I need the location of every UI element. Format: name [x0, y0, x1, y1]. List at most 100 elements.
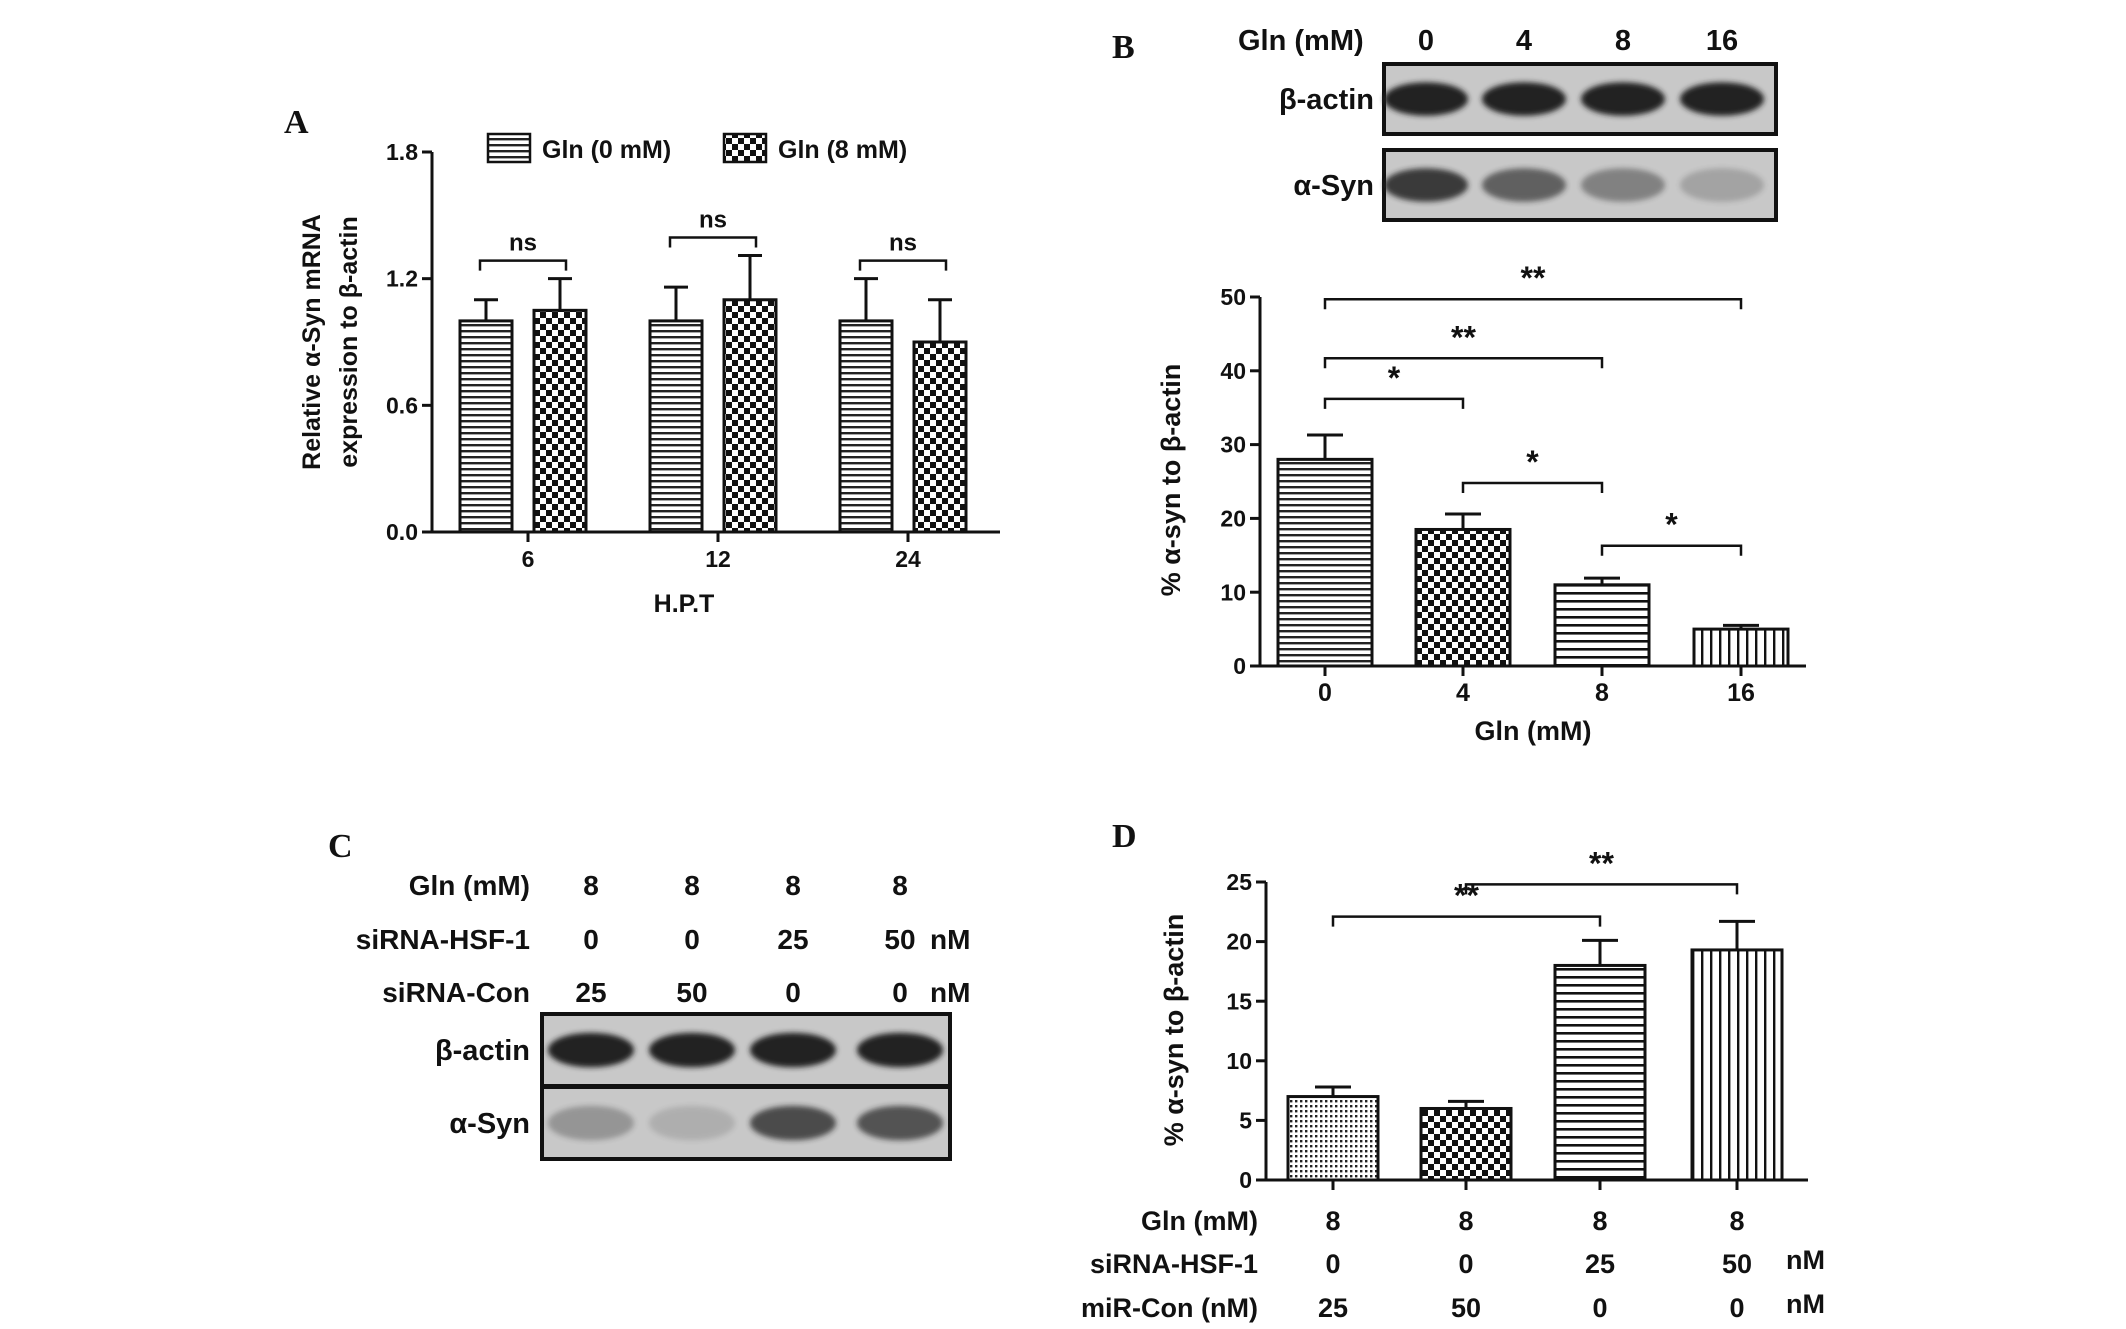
panel-c-condition-unit: nM	[930, 924, 970, 955]
panel-b-band	[1482, 82, 1566, 116]
panel-d-y-tick-label: 25	[1226, 869, 1252, 895]
panel-a-bar	[722, 298, 778, 534]
panel-c-band	[750, 1105, 836, 1141]
panel-b-bar	[1553, 583, 1651, 668]
panel-letter-b: B	[1112, 29, 1135, 66]
panel-a-y-label-line2: expression to β-actin	[335, 216, 363, 467]
panel-c-band	[649, 1032, 735, 1068]
panel-a-legend-swatch	[722, 132, 768, 164]
panel-d-condition-value: 25	[1318, 1293, 1348, 1323]
panel-b-blot-frame	[1382, 148, 1778, 222]
panel-d-condition-value: 8	[1592, 1206, 1607, 1236]
panel-d-y-label: % α-syn to β-actin	[1159, 914, 1189, 1147]
panel-b-band	[1680, 168, 1764, 202]
panel-c-condition-value: 8	[684, 870, 700, 901]
panel-b-y-tick-label: 50	[1220, 284, 1246, 310]
panel-b-blot: Gln (mM) 0 4 8 16 β-actin α-Syn	[1238, 25, 1778, 222]
panel-d-condition-label: miR-Con (nM)	[1081, 1293, 1258, 1323]
panel-b-blot-lane-label: 8	[1615, 25, 1631, 57]
panel-b-band	[1581, 168, 1665, 202]
panel-d-chart: 0 5 10 15 20 25 ** ** % α-syn to β-actin Gln (mM)…	[1081, 845, 1825, 1323]
panel-b-blot-row-label: β-actin	[1279, 84, 1374, 116]
panel-b-sig-bracket	[1461, 481, 1604, 493]
panel-a-bar	[838, 319, 894, 534]
panel-c-condition-value: 8	[583, 870, 599, 901]
panel-a-sig-bracket	[858, 259, 948, 271]
panel-b-x-tick-label: 4	[1456, 679, 1470, 707]
panel-b-sig-bracket	[1600, 544, 1743, 556]
panel-b-band	[1581, 82, 1665, 116]
panel-c-band	[857, 1105, 943, 1141]
panel-a-sig-label: ns	[509, 230, 537, 257]
panel-d-condition-value: 8	[1729, 1206, 1744, 1236]
panel-d-bar	[1690, 948, 1784, 1182]
panel-d-sig-bracket	[1331, 915, 1602, 927]
panel-a-bar	[648, 319, 704, 534]
panel-b-sig-label: **	[1451, 319, 1476, 355]
panel-d-condition-label: siRNA-HSF-1	[1090, 1249, 1258, 1279]
panel-b-sig-label: *	[1388, 360, 1401, 396]
panel-a-y-tick-label: 1.8	[386, 139, 418, 165]
panel-a-bar	[458, 319, 514, 534]
panel-b-x-tick-label: 8	[1595, 679, 1609, 707]
panel-letter-a: A	[284, 104, 309, 141]
panel-a-chart: 0.0 0.6 1.2 1.8 6 ns 12 ns 24 ns H.P.T Relative α-S…	[298, 132, 1000, 618]
panel-c-condition-value: 0	[684, 924, 700, 955]
panel-c-condition-unit: nM	[930, 977, 970, 1008]
panel-a-y-label-line1: Relative α-Syn mRNA	[298, 214, 326, 470]
panel-b-blot-row-label: α-Syn	[1293, 170, 1374, 202]
panel-d-condition-unit: nM	[1786, 1245, 1825, 1275]
panel-a-legend-label: Gln (0 mM)	[542, 136, 671, 164]
panel-d-condition-value: 0	[1592, 1293, 1607, 1323]
panel-a-legend-swatch	[486, 132, 532, 164]
panel-d-condition-unit: nM	[1786, 1289, 1825, 1319]
panel-c-condition-value: 25	[777, 924, 808, 955]
panel-c-band	[548, 1105, 634, 1141]
panel-d-y-tick-label: 5	[1239, 1107, 1252, 1133]
panel-d-bar	[1419, 1106, 1513, 1182]
panel-c-condition-value: 25	[575, 977, 606, 1008]
panel-d-condition-label: Gln (mM)	[1141, 1206, 1258, 1236]
panel-a-bar	[532, 308, 588, 534]
panel-d-condition-value: 8	[1458, 1206, 1473, 1236]
panel-b-sig-bracket	[1323, 297, 1743, 310]
panel-b-sig-bracket	[1323, 397, 1465, 409]
panel-d-condition-value: 50	[1722, 1249, 1752, 1279]
panel-b-y-tick-label: 30	[1220, 432, 1246, 458]
panel-a-bar	[912, 340, 968, 534]
panel-b-band	[1482, 168, 1566, 202]
panel-d-sig-label: **	[1454, 878, 1479, 914]
panel-b-blot-lane-label: 0	[1418, 25, 1434, 57]
panel-c-condition-label: Gln (mM)	[409, 870, 530, 901]
panel-letter-d: D	[1112, 818, 1137, 855]
panel-c-condition-value: 0	[583, 924, 599, 955]
panel-d-y-tick-label: 10	[1226, 1048, 1252, 1074]
panel-b-band	[1384, 82, 1468, 116]
panel-b-blot-header-label: Gln (mM)	[1238, 25, 1364, 57]
panel-c-condition-value: 0	[785, 977, 801, 1008]
panel-d-y-tick-label: 0	[1239, 1167, 1252, 1193]
panel-a-y-tick-label: 1.2	[386, 266, 418, 292]
panel-b-y-tick-label: 20	[1220, 505, 1246, 531]
panel-c-condition-value: 0	[892, 977, 908, 1008]
panel-a-x-tick-label: 6	[522, 546, 535, 572]
panel-c-condition-value: 8	[785, 870, 801, 901]
panel-c-band	[548, 1032, 634, 1068]
panel-a-sig-bracket	[478, 259, 568, 271]
panel-d-condition-value: 0	[1729, 1293, 1744, 1323]
panel-b-bar	[1414, 527, 1512, 668]
panel-a-legend-label: Gln (8 mM)	[778, 136, 907, 164]
panel-b-band	[1384, 168, 1468, 202]
panel-c-band	[649, 1105, 735, 1141]
panel-b-sig-label: *	[1526, 444, 1539, 480]
panel-d-sig-bracket	[1464, 883, 1739, 895]
panel-b-x-tick-label: 16	[1727, 679, 1755, 707]
panel-b-sig-label: **	[1521, 260, 1546, 296]
panel-d-bar	[1553, 963, 1647, 1182]
panel-b-y-tick-label: 10	[1220, 579, 1246, 605]
panel-a-sig-label: ns	[699, 206, 727, 233]
panel-b-sig-label: *	[1665, 507, 1678, 543]
panel-d-sig-label: **	[1589, 845, 1614, 881]
